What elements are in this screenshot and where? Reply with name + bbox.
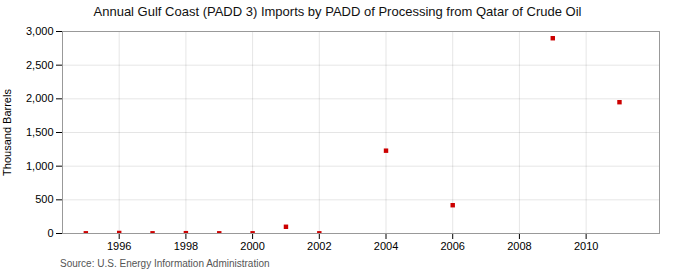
svg-text:1996: 1996	[107, 240, 131, 252]
svg-text:2006: 2006	[440, 240, 464, 252]
svg-text:1,500: 1,500	[26, 126, 54, 138]
svg-text:2010: 2010	[574, 240, 598, 252]
svg-text:3,000: 3,000	[26, 25, 54, 37]
svg-text:1998: 1998	[174, 240, 198, 252]
svg-text:2004: 2004	[374, 240, 398, 252]
svg-text:2,000: 2,000	[26, 92, 54, 104]
svg-text:2,500: 2,500	[26, 59, 54, 71]
html-text:Annual Gulf Coast (PADD 3) Imp: Annual Gulf Coast (PADD 3) Imports by PA…	[93, 4, 582, 19]
svg-text:2000: 2000	[240, 240, 264, 252]
svg-text:2008: 2008	[507, 240, 531, 252]
svg-text:0: 0	[47, 227, 53, 239]
svg-text:Thousand Barrels: Thousand Barrels	[1, 89, 13, 176]
html-text:Source: U.S. Energy Informatio: Source: U.S. Energy Information Administ…	[60, 258, 270, 269]
svg-text:2002: 2002	[307, 240, 331, 252]
svg-text:1,000: 1,000	[26, 160, 54, 172]
svg-text:500: 500	[35, 193, 53, 205]
